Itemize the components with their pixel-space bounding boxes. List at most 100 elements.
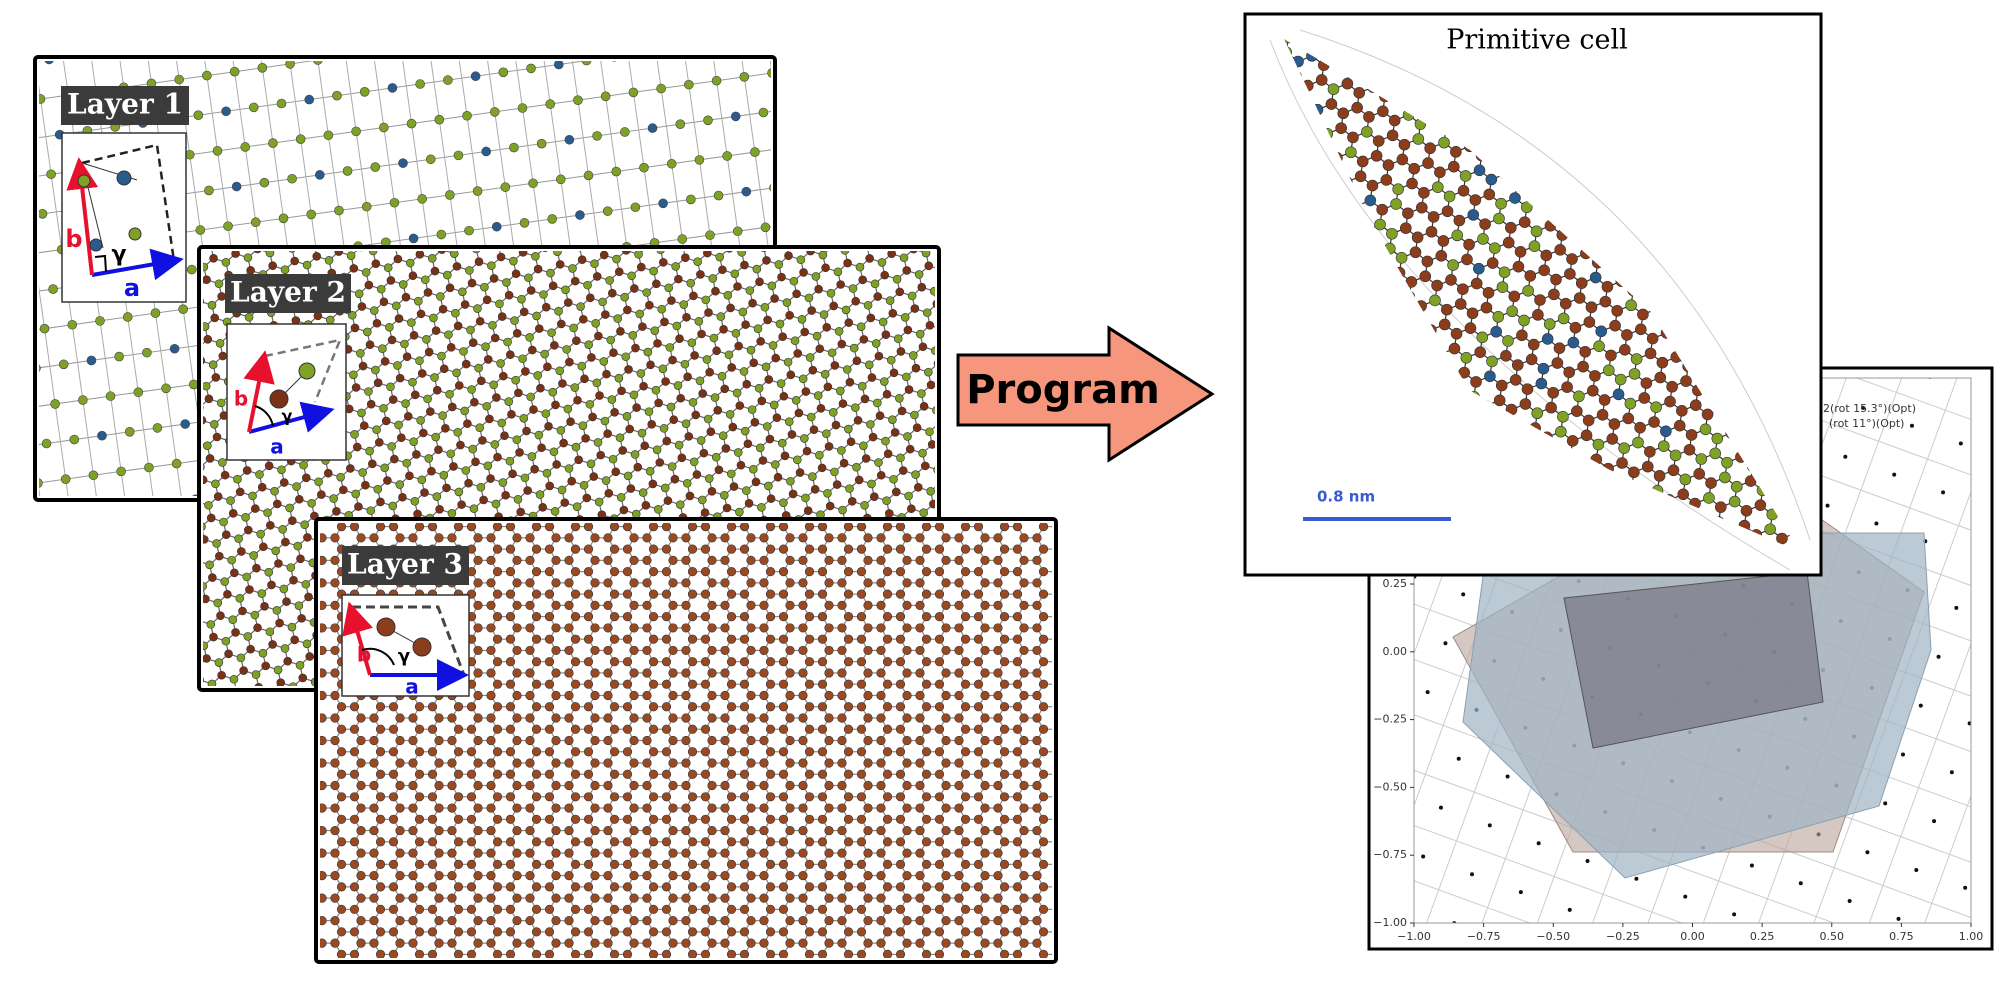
inset-angle: γ (112, 242, 127, 267)
atom (714, 191, 723, 200)
atom (248, 705, 256, 713)
atom (585, 341, 593, 349)
inset-angle: γ (282, 407, 293, 426)
atom (455, 381, 463, 389)
atom (599, 298, 607, 306)
atom (854, 416, 862, 424)
atom (570, 324, 578, 332)
atom (499, 479, 507, 487)
atom (751, 418, 759, 426)
atom (831, 361, 839, 369)
atom (667, 403, 675, 411)
atom (49, 285, 58, 294)
atom (473, 187, 482, 196)
atom (317, 491, 325, 499)
atom (277, 99, 286, 108)
atom (708, 487, 716, 495)
atom (800, 434, 808, 442)
atom (230, 67, 239, 76)
atom (805, 294, 813, 302)
atom (839, 506, 847, 514)
atom (272, 547, 280, 555)
atom (799, 375, 807, 383)
atom (650, 267, 658, 275)
atom (781, 452, 789, 460)
atom (769, 341, 777, 349)
atom (941, 338, 949, 346)
atom (761, 223, 770, 232)
atom (648, 420, 656, 428)
atom (601, 417, 609, 425)
atom (144, 463, 153, 472)
atom (815, 451, 823, 459)
atom (603, 207, 612, 216)
atom (773, 414, 781, 422)
atom (812, 272, 820, 280)
atom (490, 381, 498, 389)
atom (302, 580, 310, 588)
atom (557, 320, 565, 328)
atom (390, 198, 399, 207)
atom (465, 266, 473, 274)
bond (286, 699, 296, 708)
atom (673, 322, 681, 330)
atom (477, 483, 485, 491)
atom (714, 406, 722, 414)
bond (840, 225, 852, 229)
bond (940, 483, 952, 487)
atom (718, 372, 726, 380)
atom (238, 607, 246, 615)
atom (952, 283, 960, 291)
atom (881, 437, 889, 445)
atom (303, 261, 311, 269)
atom (506, 351, 514, 359)
atom (736, 402, 744, 410)
atom (509, 143, 518, 152)
atom (504, 338, 512, 346)
atom (251, 611, 259, 619)
atom (254, 624, 262, 632)
atom (619, 446, 627, 454)
atom (475, 258, 483, 266)
atom (810, 426, 818, 434)
atom (203, 276, 211, 284)
atom (252, 671, 260, 679)
atom (897, 347, 905, 355)
atom (418, 369, 426, 377)
atom (887, 356, 895, 364)
atom (351, 430, 359, 438)
atom (953, 342, 961, 350)
atom (436, 292, 444, 300)
atom (259, 649, 267, 657)
atom (360, 422, 368, 430)
atom (262, 662, 270, 670)
bond (1037, 504, 1044, 515)
atom (489, 321, 497, 329)
atom (646, 467, 654, 475)
atom (332, 507, 340, 515)
atom (852, 297, 860, 305)
atom (903, 266, 911, 274)
atom (818, 464, 826, 472)
atom (531, 252, 539, 260)
atom (912, 364, 920, 372)
atom (565, 358, 573, 366)
atom (315, 478, 323, 486)
atom (686, 492, 694, 500)
atom (398, 493, 406, 501)
atom (926, 321, 934, 329)
atom (375, 438, 383, 446)
atom (955, 295, 963, 303)
atom (867, 314, 875, 322)
atom (215, 552, 223, 560)
atom (918, 283, 926, 291)
bond (182, 650, 185, 663)
atom (587, 353, 595, 361)
atom (777, 380, 785, 388)
atom (699, 390, 707, 398)
atom (402, 293, 410, 301)
atom (764, 316, 772, 324)
atom (468, 279, 476, 287)
atom (506, 457, 514, 465)
atom (287, 564, 295, 572)
